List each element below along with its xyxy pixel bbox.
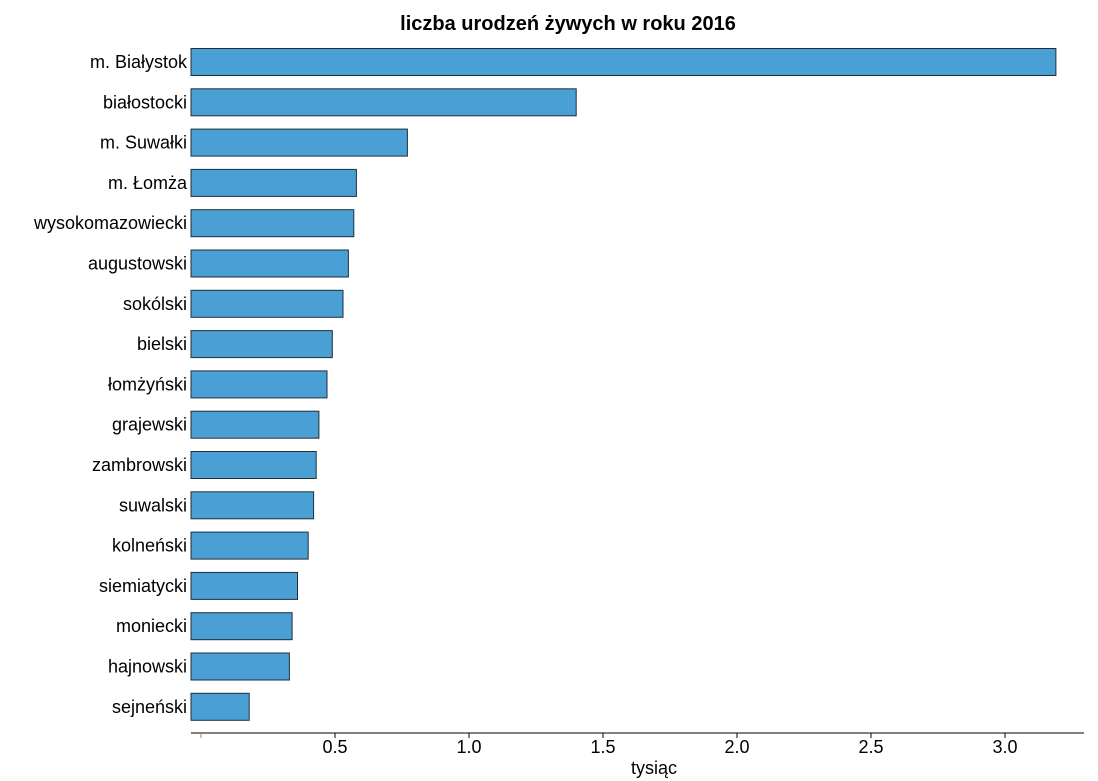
x-tick-label: 3.0 bbox=[992, 737, 1017, 757]
category-label: wysokomazowiecki bbox=[33, 213, 187, 233]
category-label: suwalski bbox=[119, 495, 187, 515]
x-axis-title: tysiąc bbox=[631, 758, 677, 778]
bar bbox=[190, 652, 290, 681]
category-label: augustowski bbox=[88, 254, 187, 274]
category-label: łomżyński bbox=[108, 374, 187, 394]
category-label: siemiatycki bbox=[99, 576, 187, 596]
bar bbox=[190, 370, 328, 399]
x-tick-label: 0.5 bbox=[322, 737, 347, 757]
bar bbox=[190, 692, 250, 721]
category-label: hajnowski bbox=[108, 657, 187, 677]
bar bbox=[190, 249, 349, 278]
x-tick-label: 2.5 bbox=[858, 737, 883, 757]
bar-group bbox=[190, 48, 1057, 721]
x-tick-label: 1.5 bbox=[590, 737, 615, 757]
category-label: kolneński bbox=[112, 536, 187, 556]
chart-title: liczba urodzeń żywych w roku 2016 bbox=[400, 13, 736, 35]
bar bbox=[190, 168, 357, 197]
category-label: m. Białystok bbox=[90, 52, 188, 72]
bar bbox=[190, 451, 317, 479]
bar bbox=[190, 330, 333, 359]
category-labels: m. Białystok białostocki m. Suwałki m. Łomż… bbox=[33, 52, 188, 717]
bar bbox=[190, 571, 298, 600]
bar bbox=[190, 209, 355, 238]
category-label: zambrowski bbox=[92, 455, 187, 475]
category-label: m. Łomża bbox=[108, 173, 188, 193]
category-label: sokólski bbox=[123, 294, 187, 314]
bar bbox=[190, 128, 408, 157]
bar bbox=[190, 410, 320, 439]
x-axis: 0.5 1.0 1.5 2.0 2.5 3.0 bbox=[191, 732, 1084, 757]
bar bbox=[190, 491, 315, 520]
category-label: sejneński bbox=[112, 697, 187, 717]
bar bbox=[190, 88, 577, 117]
x-tick-label: 2.0 bbox=[724, 737, 749, 757]
category-label: grajewski bbox=[112, 415, 187, 435]
x-tick-label: 1.0 bbox=[456, 737, 481, 757]
bar bbox=[190, 531, 309, 560]
category-label: bielski bbox=[137, 334, 187, 354]
bar bbox=[190, 612, 293, 641]
bar bbox=[190, 289, 344, 318]
category-label: białostocki bbox=[103, 92, 187, 112]
bar bbox=[190, 48, 1057, 76]
category-label: m. Suwałki bbox=[100, 133, 187, 153]
category-label: moniecki bbox=[116, 616, 187, 636]
